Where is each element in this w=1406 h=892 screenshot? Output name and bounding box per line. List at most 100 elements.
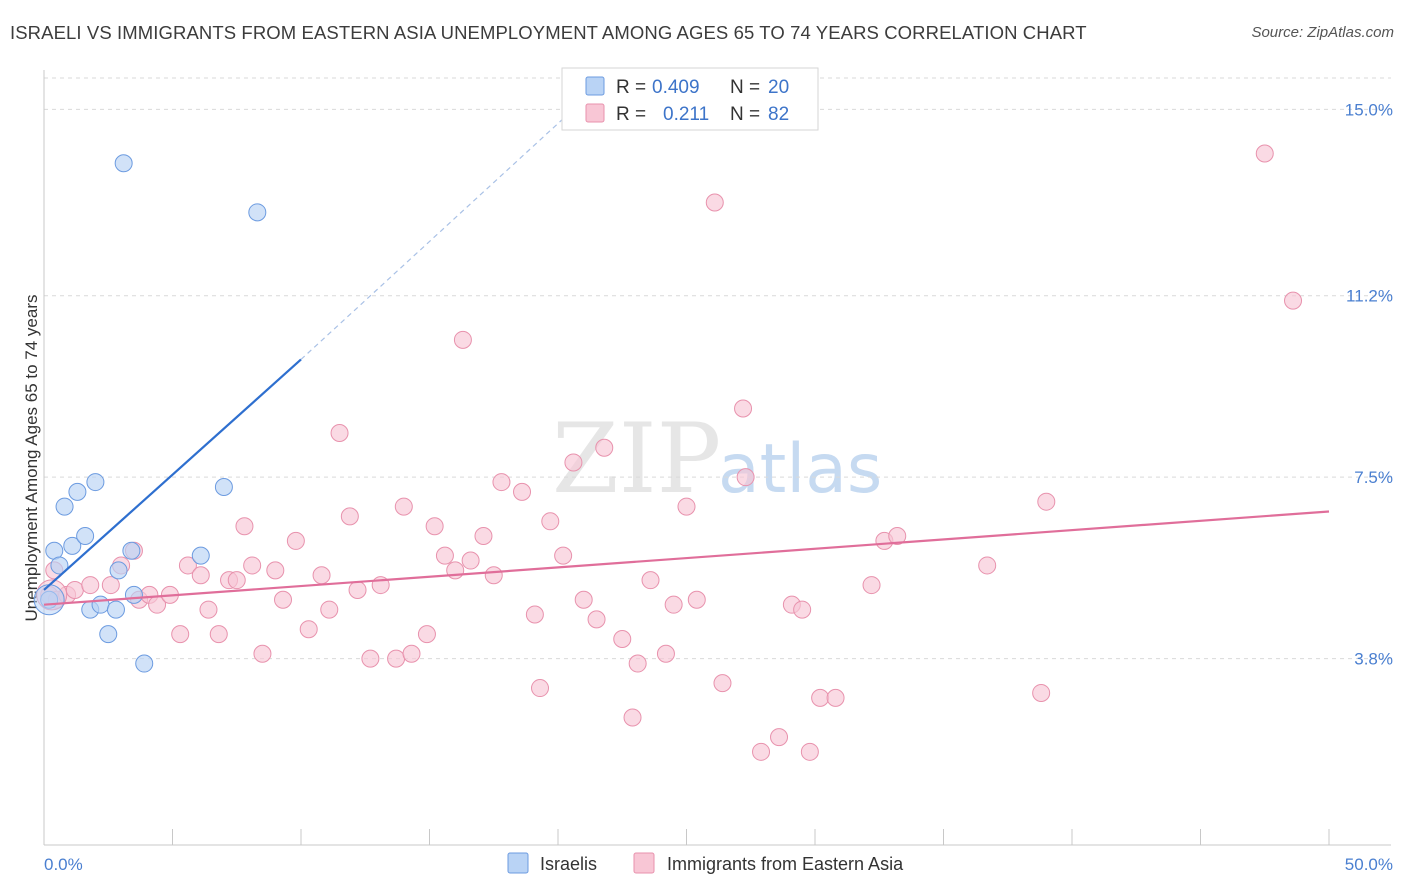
bottom-legend-swatch-israelis xyxy=(507,852,529,874)
legend-n-label-immigrants: N = xyxy=(730,104,760,125)
israelis-trendline-extension xyxy=(300,108,574,360)
immigrants-point-56 xyxy=(628,654,647,673)
immigrants-point-29 xyxy=(340,507,359,526)
israelis-point-16 xyxy=(191,546,210,565)
immigrants-point-12 xyxy=(171,625,190,644)
israelis-cluster-point xyxy=(33,584,65,616)
immigrants-point-35 xyxy=(402,644,421,663)
israelis-point-11 xyxy=(106,600,125,619)
y-tick-label-1: 7.5% xyxy=(1354,468,1393,487)
immigrants-point-38 xyxy=(435,546,454,565)
immigrants-point-45 xyxy=(513,482,532,501)
legend-r-label-israelis: R = xyxy=(616,77,646,98)
immigrants-point-53 xyxy=(595,438,614,457)
israelis-point-5 xyxy=(68,482,87,501)
immigrants-point-77 xyxy=(1032,683,1051,702)
legend-box xyxy=(561,67,819,131)
legend-r-label-immigrants: R = xyxy=(616,104,646,125)
immigrants-point-20 xyxy=(243,556,262,575)
y-tick-label-3: 15.0% xyxy=(1345,100,1393,119)
y-axis-label: Unemployment Among Ages 65 to 74 years xyxy=(22,295,41,622)
immigrants-point-24 xyxy=(286,531,305,550)
immigrants-point-55 xyxy=(623,708,642,727)
immigrants-point-23 xyxy=(274,590,293,609)
immigrants-point-75 xyxy=(888,527,907,546)
bottom-legend-swatch-immigrants xyxy=(633,852,655,874)
x-ticks xyxy=(43,829,1330,845)
x-tick-label-min: 0.0% xyxy=(44,855,83,874)
immigrants-point-58 xyxy=(656,644,675,663)
israelis-point-10 xyxy=(99,625,118,644)
immigrants-point-31 xyxy=(361,649,380,668)
israelis-point-9 xyxy=(91,595,110,614)
israelis-point-13 xyxy=(122,541,141,560)
immigrants-trendline xyxy=(43,510,1330,606)
israelis-point-14 xyxy=(124,585,143,604)
immigrants-point-61 xyxy=(687,590,706,609)
immigrants-point-13 xyxy=(178,556,197,575)
immigrants-point-73 xyxy=(862,576,881,595)
immigrants-point-18 xyxy=(227,571,246,590)
trendlines xyxy=(43,108,1330,606)
immigrants-point-43 xyxy=(484,566,503,585)
immigrants-point-25 xyxy=(299,620,318,639)
israelis-point-6 xyxy=(76,527,95,546)
immigrants-point-64 xyxy=(734,399,753,418)
x-tick-label-max: 50.0% xyxy=(1345,855,1393,874)
axes xyxy=(43,70,1391,846)
immigrants-point-3 xyxy=(65,580,84,599)
immigrants-point-46 xyxy=(525,605,544,624)
immigrants-point-21 xyxy=(253,644,272,663)
immigrants-point-36 xyxy=(417,625,436,644)
immigrants-point-65 xyxy=(736,468,755,487)
immigrants-point-80 xyxy=(1284,291,1303,310)
immigrants-point-60 xyxy=(677,497,696,516)
immigrants-point-22 xyxy=(266,561,285,580)
israelis-point-15 xyxy=(135,654,154,673)
immigrants-point-66 xyxy=(752,742,771,761)
legend-n-value-immigrants: 82 xyxy=(768,104,789,125)
correlation-legend: R = 0.409 N = 20 R = 0.211 N = 82 xyxy=(561,67,819,131)
immigrants-point-47 xyxy=(531,679,550,698)
immigrants-point-19 xyxy=(235,517,254,536)
series-immigrants-eastern-asia xyxy=(36,144,1303,761)
immigrants-point-16 xyxy=(209,625,228,644)
immigrants-point-79 xyxy=(1255,144,1274,163)
immigrants-point-54 xyxy=(613,630,632,649)
immigrants-point-41 xyxy=(461,551,480,570)
immigrants-point-42 xyxy=(474,527,493,546)
immigrants-point-33 xyxy=(387,649,406,668)
immigrants-point-57 xyxy=(641,571,660,590)
immigrants-point-51 xyxy=(574,590,593,609)
bottom-legend: Israelis Immigrants from Eastern Asia xyxy=(507,852,904,874)
immigrants-point-52 xyxy=(587,610,606,629)
legend-swatch-israelis xyxy=(585,76,605,96)
immigrants-point-62 xyxy=(705,193,724,212)
watermark: ZIP atlas xyxy=(552,403,882,515)
immigrants-point-48 xyxy=(541,512,560,531)
immigrants-point-49 xyxy=(554,546,573,565)
immigrants-point-69 xyxy=(793,600,812,619)
immigrants-point-71 xyxy=(811,688,830,707)
immigrants-point-28 xyxy=(330,424,349,443)
israelis-point-18 xyxy=(114,154,133,173)
immigrants-point-15 xyxy=(199,600,218,619)
legend-n-label-israelis: N = xyxy=(730,77,760,98)
immigrants-point-30 xyxy=(348,580,367,599)
legend-r-value-israelis: 0.409 xyxy=(652,77,700,98)
bottom-legend-label-immigrants: Immigrants from Eastern Asia xyxy=(667,854,904,874)
immigrants-point-63 xyxy=(713,674,732,693)
immigrants-point-44 xyxy=(492,473,511,492)
immigrants-point-27 xyxy=(320,600,339,619)
israelis-point-12 xyxy=(109,561,128,580)
israelis-point-3 xyxy=(55,497,74,516)
israelis-trendline xyxy=(43,358,302,591)
source-label: Source: ZipAtlas.com xyxy=(1251,24,1394,41)
immigrants-point-26 xyxy=(312,566,331,585)
israelis-point-2 xyxy=(50,556,69,575)
legend-n-value-israelis: 20 xyxy=(768,77,789,98)
israelis-point-17 xyxy=(214,477,233,496)
legend-swatch-immigrants xyxy=(585,103,605,123)
immigrants-point-59 xyxy=(664,595,683,614)
immigrants-point-14 xyxy=(191,566,210,585)
